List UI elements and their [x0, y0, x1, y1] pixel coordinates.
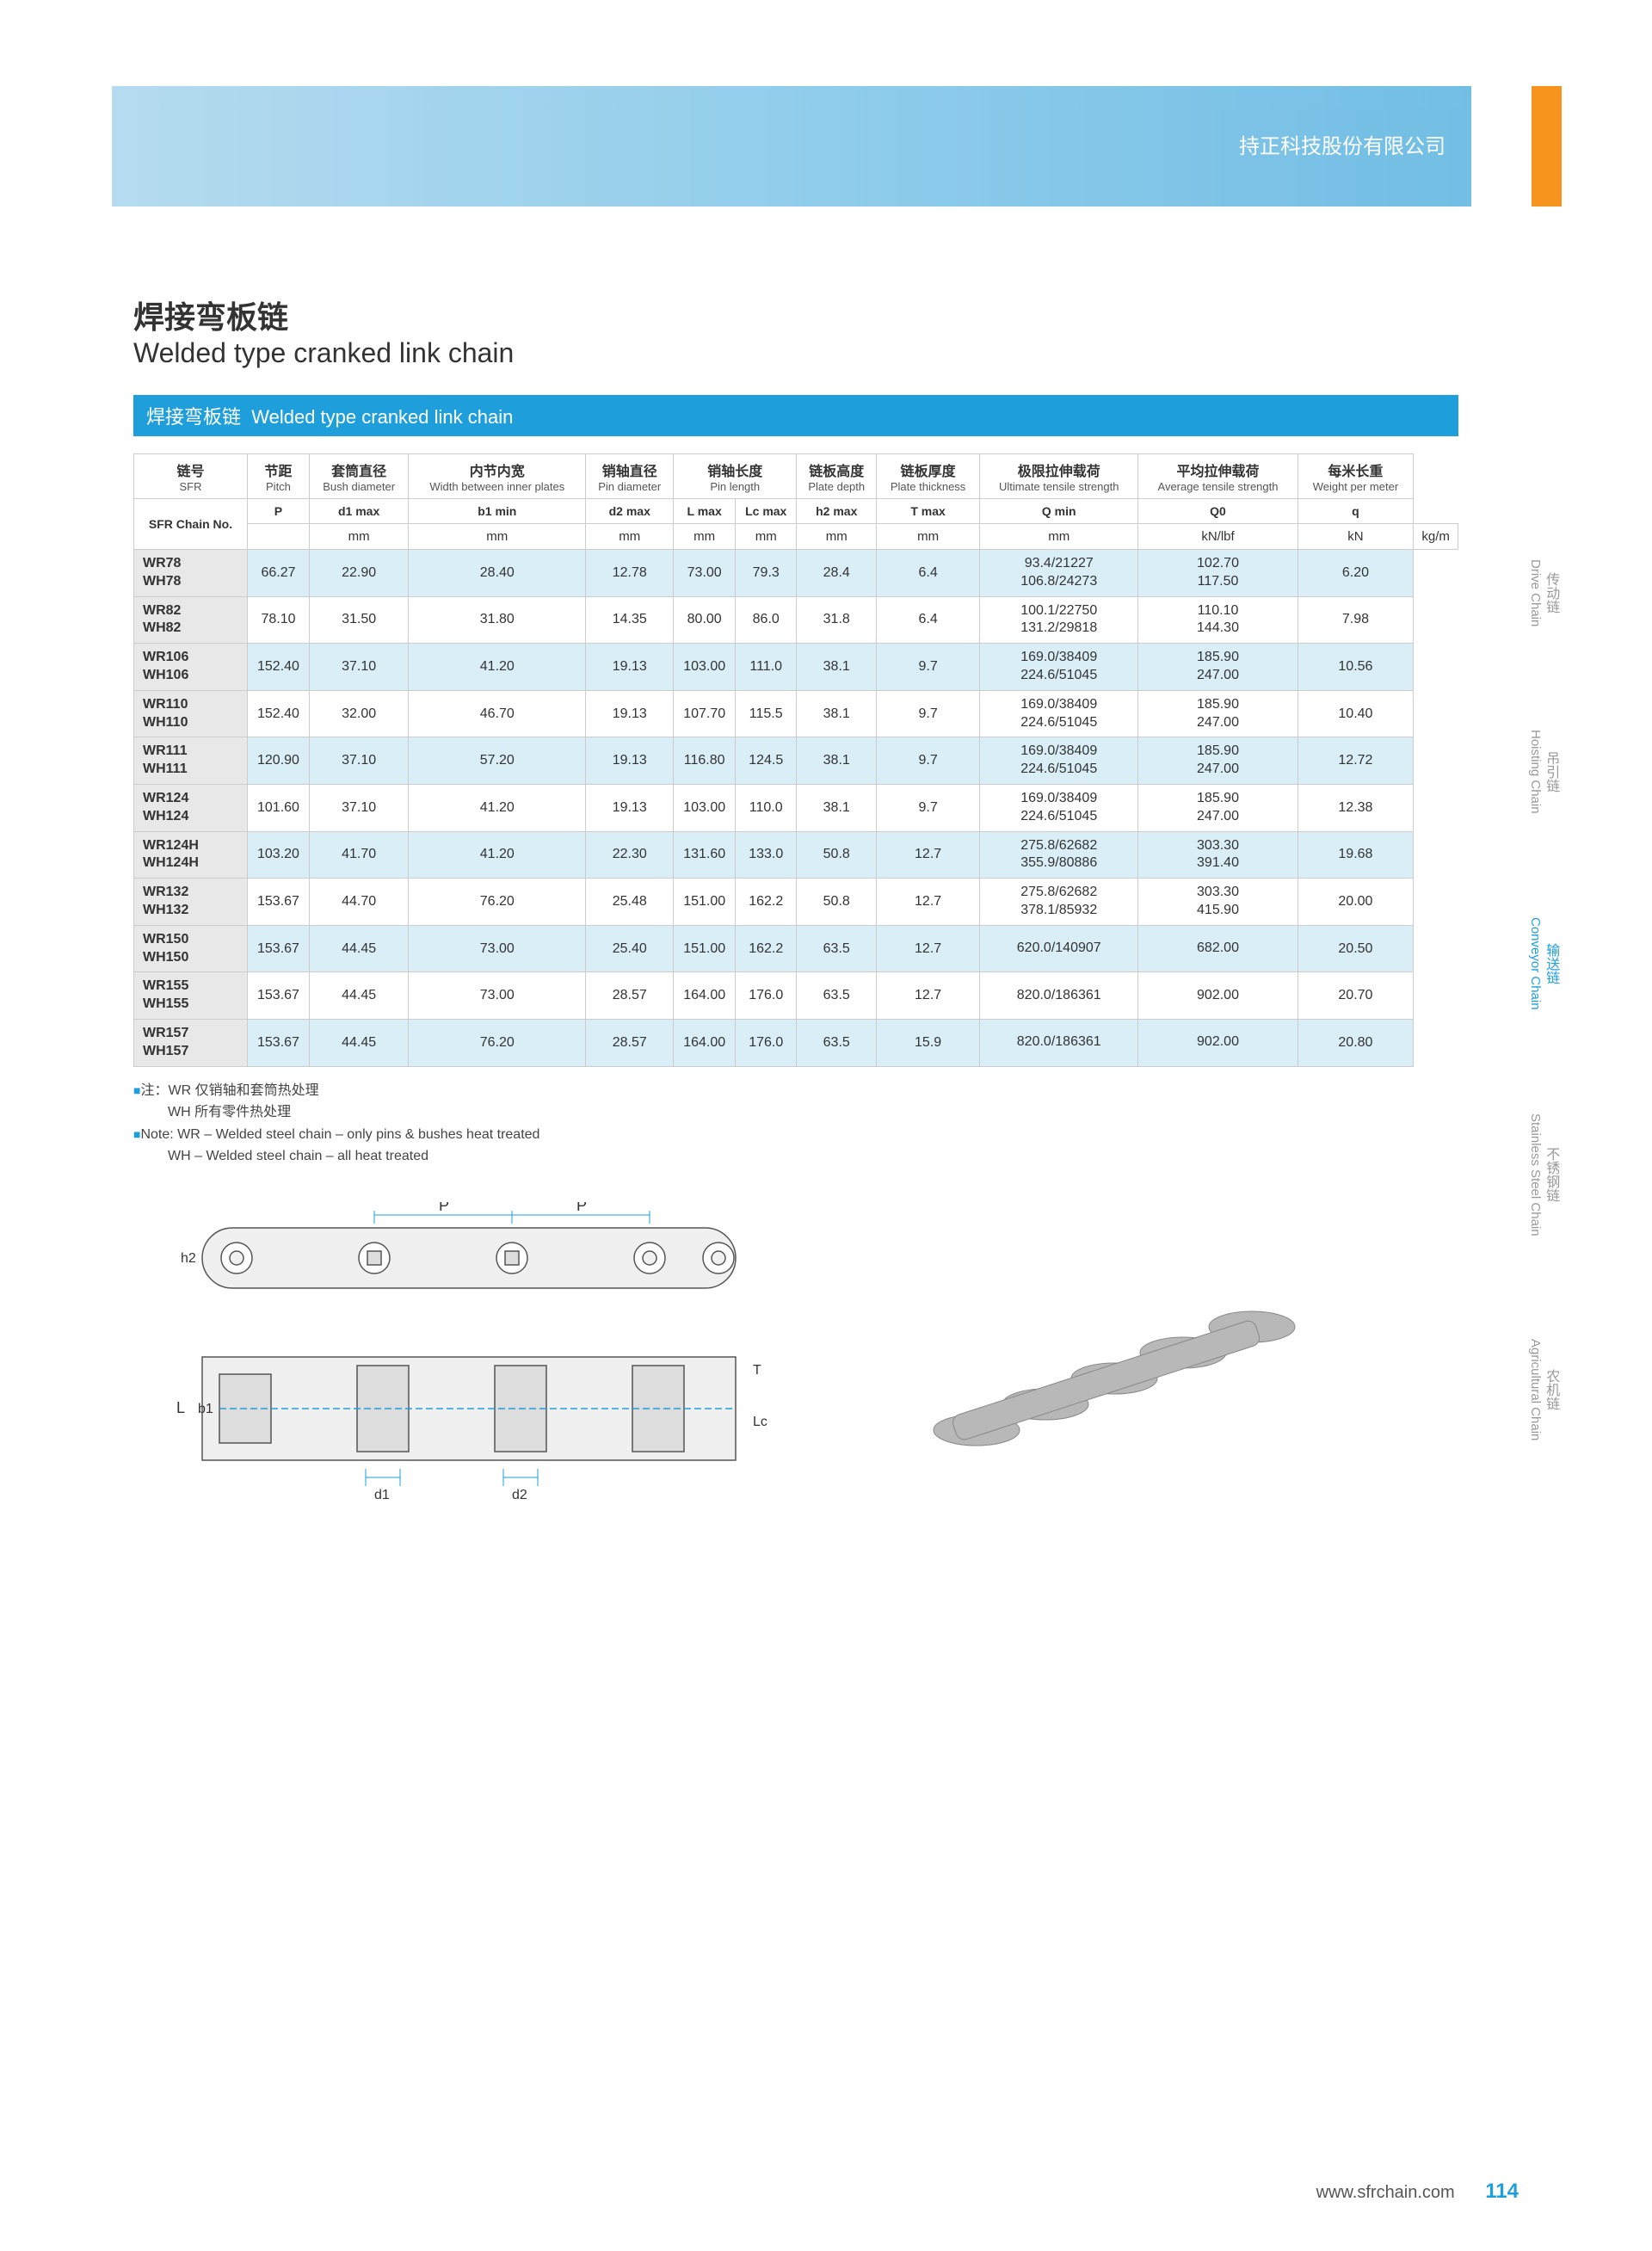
page-footer: www.sfrchain.com 114 [1316, 2180, 1519, 2204]
svg-text:d2: d2 [512, 1488, 527, 1502]
side-tab[interactable]: 吊引链Hoisting Chain [1527, 730, 1559, 814]
svg-text:L: L [176, 1399, 185, 1416]
svg-text:P: P [576, 1202, 587, 1214]
orange-accent [1532, 86, 1562, 207]
svg-text:h2: h2 [181, 1251, 196, 1266]
svg-text:Lc: Lc [753, 1415, 767, 1429]
product-photo [891, 1275, 1321, 1490]
technical-diagram: P P h2 L b1 T Lc d1 d2 [133, 1202, 804, 1563]
page-title-cn: 焊接弯板链 [133, 293, 1458, 337]
svg-text:T: T [753, 1363, 761, 1378]
side-tab[interactable]: 传动链Drive Chain [1527, 559, 1559, 626]
side-tab[interactable]: 农机链Agricultural Chain [1527, 1339, 1559, 1440]
spec-table: 链号SFR节距Pitch套筒直径Bush diameter内节内宽Width b… [133, 453, 1458, 1067]
section-header: 焊接弯板链 Welded type cranked link chain [133, 395, 1458, 436]
svg-text:d1: d1 [374, 1488, 390, 1502]
page-title-en: Welded type cranked link chain [133, 337, 1458, 369]
svg-text:P: P [439, 1202, 449, 1214]
side-tab[interactable]: 不锈钢链Stainless Steel Chain [1527, 1113, 1559, 1237]
company-name: 持正科技股份有限公司 [1239, 129, 1446, 159]
header-banner: 持正科技股份有限公司 [112, 86, 1471, 207]
table-notes: ■注：WR 仅销轴和套筒热处理 WH 所有零件热处理 ■Note: WR – W… [133, 1080, 1458, 1168]
side-nav-tabs: 传动链Drive Chain吊引链Hoisting Chain输送链Convey… [1527, 559, 1553, 1544]
svg-text:b1: b1 [198, 1402, 213, 1416]
side-tab[interactable]: 输送链Conveyor Chain [1527, 917, 1559, 1010]
